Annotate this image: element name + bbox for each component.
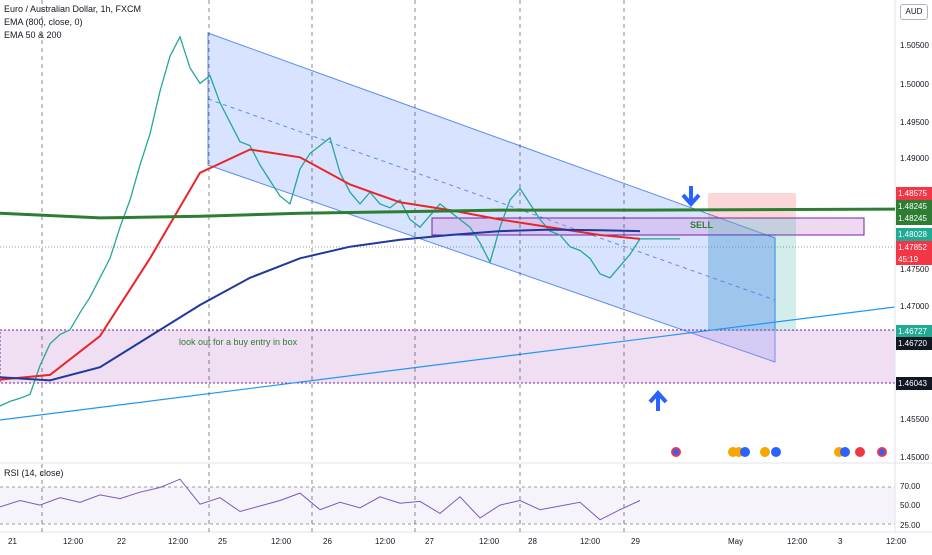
series-layer — [0, 35, 896, 407]
economic-events-icon[interactable] — [671, 447, 887, 457]
x-tick-label: 12:00 — [168, 537, 189, 546]
ema-50-200-legend[interactable]: EMA 50 & 200 — [4, 30, 62, 40]
rsi-tick-label: 25.00 — [900, 521, 921, 530]
ascending-trendline[interactable] — [0, 306, 896, 421]
x-tick-label: 12:00 — [375, 537, 396, 546]
y-tick-label: 1.50500 — [900, 41, 929, 50]
x-tick-label: May — [728, 537, 743, 546]
down-arrow-icon — [681, 186, 701, 208]
y-tick-label: 1.47000 — [900, 302, 929, 311]
rsi-line[interactable] — [0, 478, 641, 521]
sell-zone-box[interactable] — [431, 217, 865, 236]
x-tick-label: 22 — [117, 537, 126, 546]
x-tick-label: 26 — [323, 537, 332, 546]
stop-loss-zone[interactable] — [708, 193, 796, 218]
ema-800-legend[interactable]: EMA (800, close, 0) — [4, 17, 83, 27]
buy-zone-box[interactable] — [0, 329, 896, 384]
x-tick-label: 25 — [218, 537, 227, 546]
price-tag-stop: 1.48575 — [896, 187, 932, 200]
x-tick-label: 12:00 — [271, 537, 292, 546]
take-profit-zone[interactable] — [708, 218, 796, 331]
rsi-tick-label: 70.00 — [900, 482, 921, 491]
price-tag-box-top: 1.46720 — [896, 337, 932, 350]
rsi-layer — [0, 478, 641, 521]
series-line-ema-800[interactable] — [0, 208, 640, 220]
price-tag-box-bottom: 1.46043 — [896, 377, 932, 390]
vertical-grid — [41, 0, 625, 532]
series-line-eur-aud-close[interactable] — [0, 35, 680, 407]
y-tick-label: 1.45500 — [900, 415, 929, 424]
currency-badge[interactable]: AUD — [900, 4, 928, 20]
x-tick-label: 12:00 — [580, 537, 601, 546]
sell-label: SELL — [690, 220, 714, 230]
series-line-ema-200[interactable] — [0, 228, 641, 382]
rsi-band — [0, 487, 895, 524]
descending-channel[interactable] — [207, 32, 776, 363]
x-tick-label: 12:00 — [63, 537, 84, 546]
x-tick-label: 21 — [8, 537, 17, 546]
series-line-ema-50[interactable] — [0, 148, 641, 381]
y-tick-label: 1.47500 — [900, 265, 929, 274]
x-tick-label: 27 — [425, 537, 434, 546]
x-tick-label: 12:00 — [479, 537, 500, 546]
price-tag-ema800-b: 1.48245 — [896, 212, 932, 225]
x-tick-label: 12:00 — [787, 537, 808, 546]
price-tag-entry: 1.48028 — [896, 228, 932, 241]
rsi-tick-label: 50.00 — [900, 501, 921, 510]
price-tag-last: 1.47852 — [896, 241, 932, 254]
price-tag-target: 1.46727 — [896, 325, 932, 338]
x-tick-label: 28 — [528, 537, 537, 546]
symbol-title[interactable]: Euro / Australian Dollar, 1h, FXCM — [4, 4, 142, 14]
y-tick-label: 1.49500 — [900, 118, 929, 127]
entry-overlay — [708, 234, 776, 330]
x-tick-label: 12:00 — [886, 537, 907, 546]
y-tick-label: 1.49000 — [900, 154, 929, 163]
x-tick-label: 29 — [631, 537, 640, 546]
x-tick-label: 3 — [838, 537, 843, 546]
y-tick-label: 1.45000 — [900, 453, 929, 462]
y-tick-label: 1.50000 — [900, 80, 929, 89]
up-arrow-icon — [648, 389, 668, 411]
ema-800-extension — [639, 207, 896, 212]
price-tag-ema800: 1.48245 — [896, 200, 932, 213]
rsi-legend[interactable]: RSI (14, close) — [4, 468, 64, 478]
bar-countdown: 45:19 — [896, 254, 932, 265]
drawing-layer — [0, 0, 932, 533]
buy-box-note: look out for a buy entry in box — [179, 337, 298, 347]
